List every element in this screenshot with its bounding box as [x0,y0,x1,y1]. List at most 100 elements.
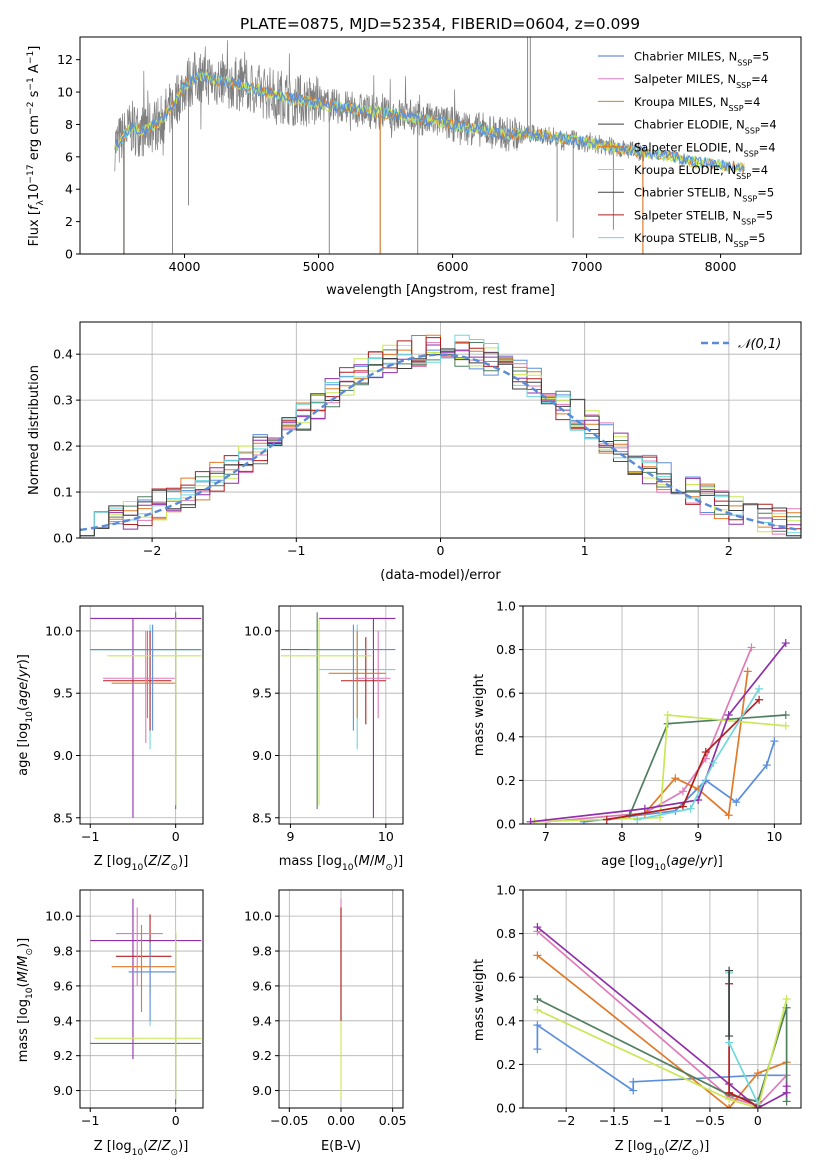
x-axis-label-part: 10 [653,1148,665,1158]
legend-label: Kroupa ELODIE, N [634,163,736,177]
weight-series [583,740,776,823]
x-axis-label-part: / [157,854,162,869]
y-tick-label: 0.2 [496,773,516,788]
y-axis-label-part: 10 [27,184,42,201]
x-axis-label-part: 10 [132,1148,144,1158]
y-axis-label-part: age [ [16,742,31,775]
y-tick-label: 10.0 [45,909,73,924]
x-axis-label-part: 10 [342,863,354,873]
legend-entry: Kroupa MILES, NSSP=4 [634,95,760,113]
x-tick-label: 2 [725,543,733,558]
y-tick-label: 10.0 [244,623,272,638]
data-spectrum [114,40,645,172]
y-axis-label-part: / [16,677,31,682]
y-axis-label: age [log10(age/yr)] [16,654,35,776]
y-tick-label: 0.0 [53,531,73,546]
x-axis-label-part: ( [666,854,671,869]
legend-label: Salpeter STELIB, N [634,208,741,222]
y-axis-label-part: A [27,64,42,77]
x-tick-label: 10 [378,829,394,844]
x-axis-label-part: ( [664,1139,669,1154]
y-axis-label: mass weight [472,959,487,1041]
x-axis-label-part: log [112,1139,132,1154]
weight-series [536,1023,787,1093]
weight-marker [686,804,695,813]
y-tick-label: 0.1 [53,485,73,500]
y-axis-label-part: M [16,956,31,967]
x-axis-label-part: Z [161,854,172,869]
x-tick-label: −0.05 [270,1113,308,1128]
x-tick-label: −1 [653,1113,671,1128]
legend-sub: SSP [734,240,749,249]
y-axis-label-part: 10 [25,711,35,723]
plot-area [114,37,745,254]
x-axis-label-part: M [374,854,385,869]
axes-frame [79,605,204,825]
y-tick-label: 9.6 [252,978,272,993]
y-tick-label: 9.5 [53,686,73,701]
y-axis-label-part: mass [ [16,1019,31,1062]
x-tick-label: 5000 [303,259,335,274]
y-axis-label-part: −17 [26,164,36,183]
y-tick-label: 0.3 [53,393,73,408]
weight-marker [753,1099,762,1108]
x-axis-label: E(B-V) [321,1139,361,1154]
axes-frame [79,36,802,255]
y-axis-label-part: )] [16,654,31,664]
weight-marker [640,804,649,813]
x-tick-label: −1 [287,543,305,558]
y-tick-label: 0 [65,247,73,262]
legend-sub: SSP [744,149,759,158]
chart-residuals: −2 −1 0 1 2 0.0 0.1 0.2 0.3 0.4 𝒩(0,1) (data-model)… [27,321,802,583]
x-tick-label: 1 [581,543,589,558]
x-axis-label-part: Z [682,1139,693,1154]
x-axis-label-part: )] [178,854,188,869]
model-spectrum [114,70,745,173]
axes-frame [278,605,404,825]
plot-area [280,612,396,818]
weight-marker [753,1069,762,1078]
x-tick-label: 0.00 [327,1113,355,1128]
chart-weight-vs-z: −2 −1.5 −1 −0.5 0 0.0 0.2 0.4 0.6 0.8 1.0 Z [log10(… [472,883,802,1158]
y-tick-label: 9.4 [252,1013,272,1028]
y-axis-label-part: log [16,999,31,1019]
legend-suffix: =4 [759,140,776,154]
y-tick-label: 0.4 [496,729,516,744]
y-tick-label: 10 [57,85,73,100]
x-axis-label-part: ⊙ [692,1148,700,1158]
x-tick-label: −2 [143,543,161,558]
y-tick-label: 0.4 [53,347,73,362]
legend-entry: 𝒩(0,1) [738,337,781,352]
legend-suffix: =4 [751,72,768,86]
y-tick-label: 1.0 [496,883,516,898]
legend-sub: SSP [742,194,757,203]
chart-mass-vs-ebv: −0.05 0.00 0.05 9.0 9.2 9.4 9.6 9.8 10.0 E(B-V) [244,889,407,1154]
y-axis-label: mass [log10(M/M⊙)] [16,938,35,1062]
y-axis-label: Normed distribution [27,365,42,495]
y-tick-label: 9.6 [53,978,73,993]
x-axis-label-part: ⊙ [171,1148,179,1158]
weight-marker [755,695,764,704]
x-axis-label-part: / [678,1139,683,1154]
y-axis-label-part: yr [16,663,31,679]
x-axis-label-part: ( [143,854,148,869]
x-axis-label-part: Z [ [94,854,112,869]
weight-marker [781,639,790,648]
legend-suffix: =4 [760,118,777,132]
x-tick-label: −1 [81,1113,99,1128]
weight-marker [725,1032,734,1041]
x-tick-label: −1.5 [599,1113,629,1128]
y-tick-label: 0.6 [496,970,516,985]
x-tick-label: 8 [618,829,626,844]
weight-series [545,647,753,823]
y-axis-label-part: λ [36,200,46,206]
x-axis-label-part: ⊙ [171,863,179,873]
x-axis-label-part: age [671,854,695,869]
y-tick-label: 9.0 [252,748,272,763]
plot-area [533,923,791,1108]
y-tick-label: 9.2 [53,1048,73,1063]
legend-suffix: =4 [751,163,768,177]
y-axis-label: Flux [fλ10−17 erg cm−2 s−1 A−1] [26,46,46,247]
x-axis-label-part: log [633,1139,653,1154]
